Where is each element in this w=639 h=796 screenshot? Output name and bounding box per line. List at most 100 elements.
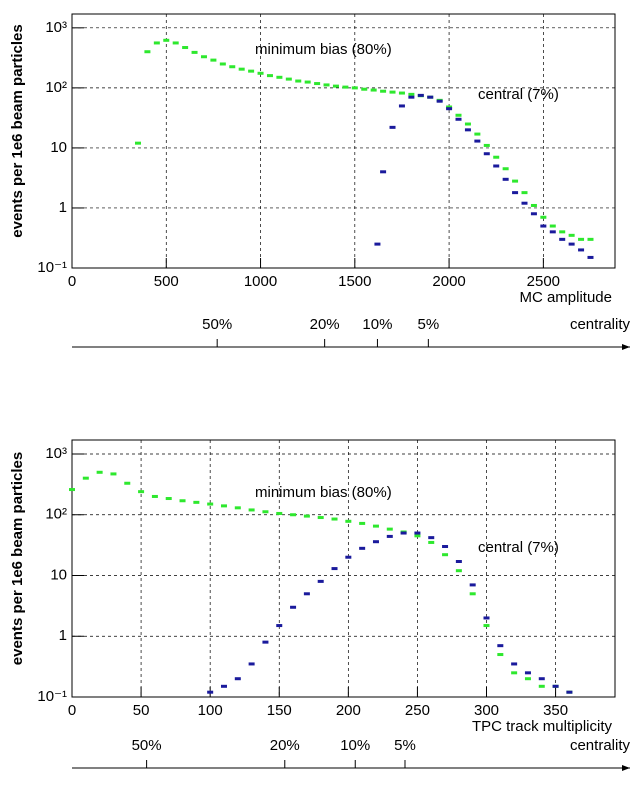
data-point — [276, 511, 283, 515]
series-label: central (7%) — [478, 86, 559, 103]
data-point — [303, 514, 310, 518]
centrality-label: centrality — [570, 737, 631, 754]
data-point — [290, 513, 297, 517]
data-point — [398, 91, 405, 95]
data-point — [497, 644, 504, 648]
data-point — [559, 230, 566, 234]
data-point — [538, 677, 545, 681]
data-point — [370, 88, 377, 92]
data-point — [276, 75, 283, 79]
data-point — [138, 490, 145, 494]
data-point — [359, 546, 366, 550]
x-tick-label: 500 — [154, 273, 179, 290]
x-tick-label: 150 — [267, 702, 292, 719]
data-point — [469, 583, 476, 587]
data-point — [304, 80, 311, 84]
y-tick-label: 10 — [50, 566, 67, 583]
data-point — [464, 128, 471, 132]
data-point — [474, 139, 481, 143]
data-point — [151, 494, 158, 498]
data-point — [497, 653, 504, 657]
centrality-tick-label: 10% — [340, 737, 370, 754]
data-point — [342, 85, 349, 89]
data-point — [511, 671, 518, 675]
data-point — [266, 74, 273, 78]
data-point — [389, 90, 396, 94]
data-point — [568, 242, 575, 246]
data-point — [566, 690, 573, 694]
data-point — [207, 690, 214, 694]
data-point — [427, 95, 434, 99]
data-point — [303, 592, 310, 596]
data-point — [380, 170, 387, 174]
data-point — [220, 684, 227, 688]
data-point — [219, 62, 226, 66]
x-tick-label: 0 — [68, 273, 76, 290]
data-point — [124, 481, 131, 485]
data-point — [483, 616, 490, 620]
data-point — [455, 569, 462, 573]
data-point — [361, 87, 368, 91]
data-point — [248, 69, 255, 73]
data-point — [428, 540, 435, 544]
data-point — [493, 164, 500, 168]
data-point — [134, 141, 141, 145]
data-point — [332, 84, 339, 88]
data-point — [455, 117, 462, 121]
data-point — [521, 201, 528, 205]
data-point — [559, 237, 566, 241]
data-point — [538, 684, 545, 688]
y-tick-label: 10³ — [45, 445, 67, 462]
data-point — [110, 472, 117, 476]
y-tick-label: 10⁻¹ — [37, 259, 67, 276]
data-point — [512, 179, 519, 183]
centrality-tick-label: 20% — [270, 737, 300, 754]
data-point — [374, 242, 381, 246]
data-point — [163, 38, 170, 42]
y-tick-label: 10³ — [45, 19, 67, 36]
centrality-tick-label: 5% — [418, 316, 440, 333]
data-point — [408, 95, 415, 99]
data-point — [469, 592, 476, 596]
data-point — [331, 517, 338, 521]
data-point — [540, 224, 547, 228]
centrality-tick-label: 20% — [310, 316, 340, 333]
data-point — [386, 534, 393, 538]
data-point — [530, 212, 537, 216]
data-point — [493, 155, 500, 159]
data-point — [455, 560, 462, 564]
x-tick-label: 250 — [405, 702, 430, 719]
x-tick-label: 2000 — [432, 273, 465, 290]
x-tick-label: 50 — [133, 702, 150, 719]
data-point — [207, 502, 214, 506]
data-point — [587, 237, 594, 241]
y-axis-label: events per 1e6 beam particles — [9, 24, 26, 237]
data-point — [483, 624, 490, 628]
data-point — [436, 99, 443, 103]
data-point — [262, 510, 269, 514]
data-point — [317, 579, 324, 583]
plot-frame — [71, 439, 616, 698]
data-point — [172, 41, 179, 45]
x-tick-label: 200 — [336, 702, 361, 719]
data-point — [323, 83, 330, 87]
data-point — [578, 237, 585, 241]
x-tick-label: 100 — [198, 702, 223, 719]
x-tick-label: 350 — [543, 702, 568, 719]
data-point — [276, 624, 283, 628]
data-point — [144, 50, 151, 54]
data-point — [191, 50, 198, 54]
data-point — [165, 497, 172, 501]
data-point — [248, 662, 255, 666]
data-point — [524, 677, 531, 681]
data-point — [314, 82, 321, 86]
data-point — [200, 55, 207, 59]
centrality-arrow — [622, 344, 630, 350]
data-point — [568, 233, 575, 237]
centrality-tick-label: 5% — [394, 737, 416, 754]
data-point — [587, 255, 594, 259]
x-axis-label: MC amplitude — [519, 289, 612, 306]
data-point — [442, 553, 449, 557]
x-tick-label: 0 — [68, 702, 76, 719]
data-point — [220, 504, 227, 508]
